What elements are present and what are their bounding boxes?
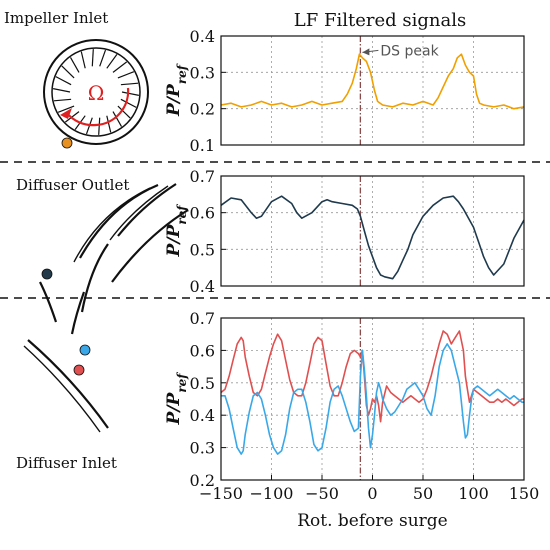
x-tick-label: 50	[413, 484, 433, 503]
y-axis-label: P/Pref	[164, 63, 189, 117]
chart-title: LF Filtered signals	[294, 10, 466, 31]
x-tick-label: 0	[367, 484, 377, 503]
series-line-1	[221, 343, 524, 455]
impeller-blade	[57, 105, 75, 113]
omega-symbol: Ω	[88, 81, 105, 105]
impeller-blade	[120, 98, 137, 108]
impeller-blade	[61, 65, 75, 79]
impeller-blade	[112, 111, 123, 127]
y-axis-label: P/Pref	[164, 204, 189, 258]
y-tick-label: 0.2	[190, 100, 215, 119]
chart-diffuser-inlet: 0.2 0.3 0.4 0.5 0.6 0.7 P/Pref −150 −100 −50 0 50 10…	[164, 309, 539, 531]
impeller-blade	[52, 88, 71, 93]
impeller-blades	[52, 49, 140, 135]
impeller-blade	[106, 115, 112, 133]
rotation-arrow-icon	[65, 87, 130, 127]
sensor-diffuser-outlet	[41, 268, 53, 280]
y-tick-label: 0.6	[190, 341, 215, 360]
chart-impeller-inlet: 0.1 0.2 0.3 0.4P/Pref DS peak	[164, 27, 525, 155]
diffuser-diagram	[23, 183, 189, 433]
series-line-0	[220, 195, 525, 280]
y-tick-label: 0.3	[190, 439, 215, 458]
x-tick-label: −100	[250, 484, 294, 503]
impeller-blade	[112, 61, 128, 73]
impeller-diagram: Ω	[43, 39, 149, 149]
impeller-blade	[121, 91, 140, 96]
rotation-arrowhead-icon	[60, 108, 72, 119]
sensor-diffuser-inlet-red	[73, 364, 85, 376]
label-diffuser-outlet: Diffuser Outlet	[16, 176, 129, 194]
impeller-blade	[98, 117, 101, 135]
y-tick-label: 0.4	[190, 277, 215, 296]
y-tick-label: 0.1	[190, 136, 215, 155]
y-tick-label: 0.5	[190, 374, 215, 393]
y-tick-label: 0.2	[190, 471, 215, 490]
impeller-blade	[117, 71, 135, 79]
x-axis-label: Rot. before surge	[297, 511, 447, 531]
y-tick-label: 0.7	[190, 167, 215, 186]
y-tick-label: 0.6	[190, 204, 215, 223]
label-diffuser-inlet: Diffuser Inlet	[16, 454, 117, 472]
annotation-arrowhead-icon	[362, 48, 370, 56]
sensor-impeller	[61, 137, 73, 149]
series-line-0	[220, 53, 525, 110]
y-tick-label: 0.4	[190, 27, 215, 46]
impeller-blade	[91, 49, 94, 67]
y-tick-label: 0.3	[190, 63, 215, 82]
plot-frame	[220, 175, 525, 287]
impeller-blade	[99, 49, 107, 67]
annotation-ds-peak: DS peak	[380, 43, 439, 59]
impeller-blade	[106, 54, 118, 69]
impeller-blade	[80, 51, 86, 69]
x-tick-label: 150	[509, 484, 540, 503]
x-tick-label: 100	[458, 484, 489, 503]
impeller-blade	[69, 57, 80, 73]
impeller-blade	[55, 76, 72, 86]
chart-diffuser-outlet: 0.4 0.5 0.6 0.7P/Pref	[164, 167, 525, 296]
plot-frame	[220, 35, 525, 146]
impeller-blade	[53, 98, 72, 102]
y-axis-label: P/Pref	[164, 372, 189, 426]
impeller-blade	[117, 105, 131, 119]
y-tick-label: 0.4	[190, 406, 215, 425]
x-tick-label: −150	[199, 484, 243, 503]
label-impeller-inlet: Impeller Inlet	[4, 9, 108, 27]
y-tick-label: 0.5	[190, 240, 215, 259]
y-tick-label: 0.7	[190, 309, 215, 328]
x-tick-label: −50	[305, 484, 339, 503]
impeller-blade	[120, 82, 139, 86]
sensor-diffuser-inlet-blue	[79, 344, 91, 356]
